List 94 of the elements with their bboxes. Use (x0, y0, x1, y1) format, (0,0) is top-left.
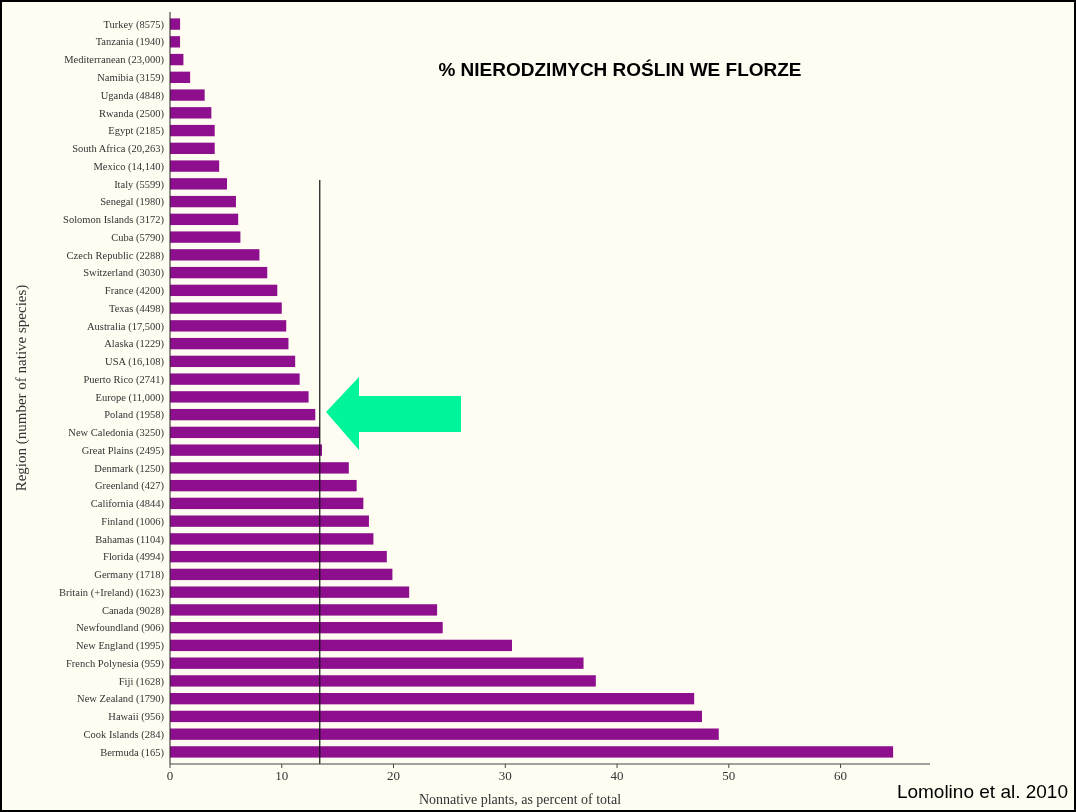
y-tick-label: California (4844) (90, 498, 165, 511)
x-tick-label: 0 (166, 768, 174, 783)
y-tick-label: Italy (5599) (114, 178, 165, 191)
bar (170, 462, 349, 474)
x-tick-label: 50 (722, 768, 736, 783)
y-tick-label: Solomon Islands (3172) (63, 214, 165, 227)
bar (170, 302, 282, 314)
bar (170, 746, 894, 758)
bar (170, 160, 220, 172)
y-tick-label: Egypt (2185) (108, 125, 165, 138)
y-tick-label: Cook Islands (284) (83, 728, 165, 741)
y-tick-label: Australia (17,500) (87, 320, 165, 333)
y-tick-label: USA (16,108) (105, 356, 165, 369)
bar (170, 533, 374, 545)
y-tick-label: Canada (9028) (101, 604, 165, 617)
y-tick-label: Britain (+Ireland) (1623) (58, 586, 165, 599)
y-tick-label: Germany (1718) (94, 569, 165, 582)
bar (170, 444, 322, 456)
y-tick-label: French Polynesia (959) (66, 657, 165, 670)
bar (170, 142, 215, 155)
bar (170, 249, 260, 261)
bar (170, 497, 364, 510)
y-tick-label: Fiji (1628) (118, 675, 165, 688)
bar (170, 337, 289, 350)
bar (170, 586, 410, 598)
y-tick-label: Cuba (5790) (111, 231, 165, 244)
bar (170, 284, 278, 297)
bar (170, 728, 719, 740)
x-axis-title: Nonnative plants, as percent of total (418, 792, 622, 807)
y-tick-label: France (4200) (104, 285, 165, 298)
bar (170, 710, 702, 723)
y-tick-label: Bahamas (1104) (95, 533, 165, 546)
bar (170, 124, 215, 137)
y-tick-label: Senegal (1980) (100, 196, 165, 209)
bar (170, 657, 584, 669)
y-tick-label: Mediterranean (23,000) (64, 54, 165, 67)
bar (170, 391, 309, 403)
bar (170, 89, 205, 101)
bar (170, 213, 239, 226)
y-tick-label: Denmark (1250) (94, 462, 165, 475)
y-tick-label: Hawaii (956) (108, 711, 165, 724)
y-axis-title: Region (number of native species) (13, 284, 30, 492)
bar (170, 18, 181, 30)
x-tick-label: 20 (387, 768, 401, 783)
bar (170, 515, 369, 527)
y-tick-label: Puerto Rico (2741) (83, 373, 165, 386)
bar (170, 639, 512, 652)
y-tick-label: New England (1995) (75, 640, 165, 653)
y-tick-label: Switzerland (3030) (83, 267, 165, 280)
y-tick-label: Namibia (3159) (97, 72, 165, 84)
y-tick-label: Mexico (14,140) (93, 160, 165, 173)
y-tick-label: Poland (1958) (104, 409, 165, 422)
bar (170, 373, 300, 385)
bar (170, 36, 181, 48)
y-tick-label: Rwanda (2500) (98, 107, 165, 120)
text: Lomolino et al. 2010 (896, 781, 1068, 802)
bar (170, 692, 695, 705)
y-tick-label: Czech Republic (2288) (66, 249, 165, 262)
y-tick-label: New Zealand (1790) (77, 693, 165, 706)
y-tick-label: Tanzania (1940) (95, 36, 165, 49)
y-tick-label: Texas (4498) (109, 302, 165, 315)
bar (170, 107, 212, 119)
y-tick-label: Finland (1006) (101, 515, 165, 528)
bar (170, 231, 241, 243)
y-tick-label: South Africa (20,263) (72, 143, 165, 156)
bar (170, 568, 393, 581)
bar (170, 408, 316, 421)
y-tick-label: Newfoundland (906) (76, 622, 165, 635)
x-tick-label: 60 (834, 768, 848, 783)
bar (170, 178, 227, 190)
x-tick-label: 30 (498, 768, 512, 783)
bar (170, 621, 443, 634)
y-tick-label: Alaska (1229) (104, 338, 165, 351)
x-tick-label: 40 (610, 768, 624, 783)
y-tick-label: Turkey (8575) (103, 18, 165, 31)
bar (170, 604, 438, 616)
y-tick-label: Greenland (427) (94, 480, 165, 493)
y-tick-label: Bermuda (165) (100, 746, 165, 759)
bar (170, 71, 191, 84)
y-tick-label: Europe (11,000) (95, 391, 165, 404)
y-tick-label: New Caledonia (3250) (68, 427, 165, 440)
text: % NIERODZIMYCH ROŚLIN WE FLORZE (438, 59, 802, 80)
y-tick-label: Uganda (4848) (100, 89, 165, 102)
bar (170, 426, 320, 439)
y-tick-label: Great Plains (2495) (81, 444, 165, 457)
bar (170, 320, 287, 332)
bar (170, 266, 268, 279)
x-tick-label: 10 (275, 768, 289, 783)
bar (170, 195, 236, 208)
bar (170, 479, 357, 492)
bar (170, 550, 387, 563)
bar (170, 675, 596, 687)
bar (170, 355, 296, 368)
y-tick-label: Florida (4994) (103, 551, 165, 564)
